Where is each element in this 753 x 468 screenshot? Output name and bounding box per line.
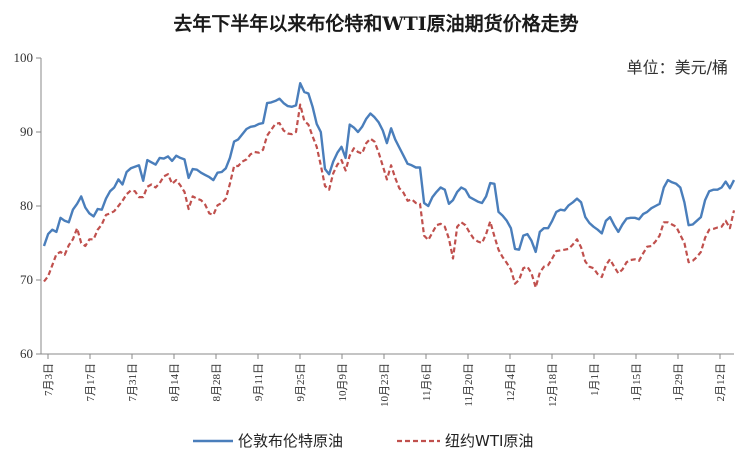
x-tick-label: 11月6日	[421, 363, 433, 401]
series-line-wti	[43, 103, 736, 289]
y-tick-label: 90	[20, 124, 33, 139]
x-tick-label: 11月20日	[463, 363, 475, 407]
x-tick-label: 7月31日	[127, 363, 139, 402]
y-tick-label: 70	[20, 272, 33, 287]
y-axis: 60 70 80 90 100	[14, 50, 42, 361]
x-tick-label: 12月4日	[505, 363, 517, 402]
unit-label: 单位：美元/桶	[627, 58, 728, 77]
y-tick-label: 100	[14, 50, 34, 65]
series-line-brent	[42, 81, 736, 254]
x-tick-label: 12月18日	[547, 363, 559, 407]
x-tick-label: 8月28日	[211, 363, 223, 402]
plot-area	[42, 81, 736, 289]
legend-label-brent: 伦敦布伦特原油	[238, 432, 343, 450]
x-tick-label: 9月25日	[295, 363, 307, 402]
x-tick-label: 10月9日	[337, 363, 349, 402]
legend-label-wti: 纽约WTI原油	[445, 432, 533, 450]
x-tick-label: 10月23日	[379, 363, 391, 407]
x-tick-label: 8月14日	[169, 363, 181, 402]
x-tick-label: 2月12日	[715, 363, 727, 402]
legend: 伦敦布伦特原油 纽约WTI原油	[193, 432, 533, 450]
x-tick-label: 9月11日	[253, 363, 265, 401]
x-tick-label: 1月1日	[589, 363, 601, 396]
y-tick-label: 80	[20, 198, 33, 213]
x-tick-label: 7月17日	[85, 363, 97, 402]
x-tick-label: 1月29日	[673, 363, 685, 402]
y-tick-label: 60	[20, 346, 33, 361]
x-tick-label: 7月3日	[43, 363, 55, 396]
x-tick-label: 1月15日	[631, 363, 643, 402]
x-axis: 7月3日 7月17日 7月31日 8月14日 8月28日 9月11日 9月25日 10月9日 1…	[41, 353, 734, 407]
chart-title: 去年下半年以来布伦特和WTI原油期货价格走势	[173, 12, 578, 35]
